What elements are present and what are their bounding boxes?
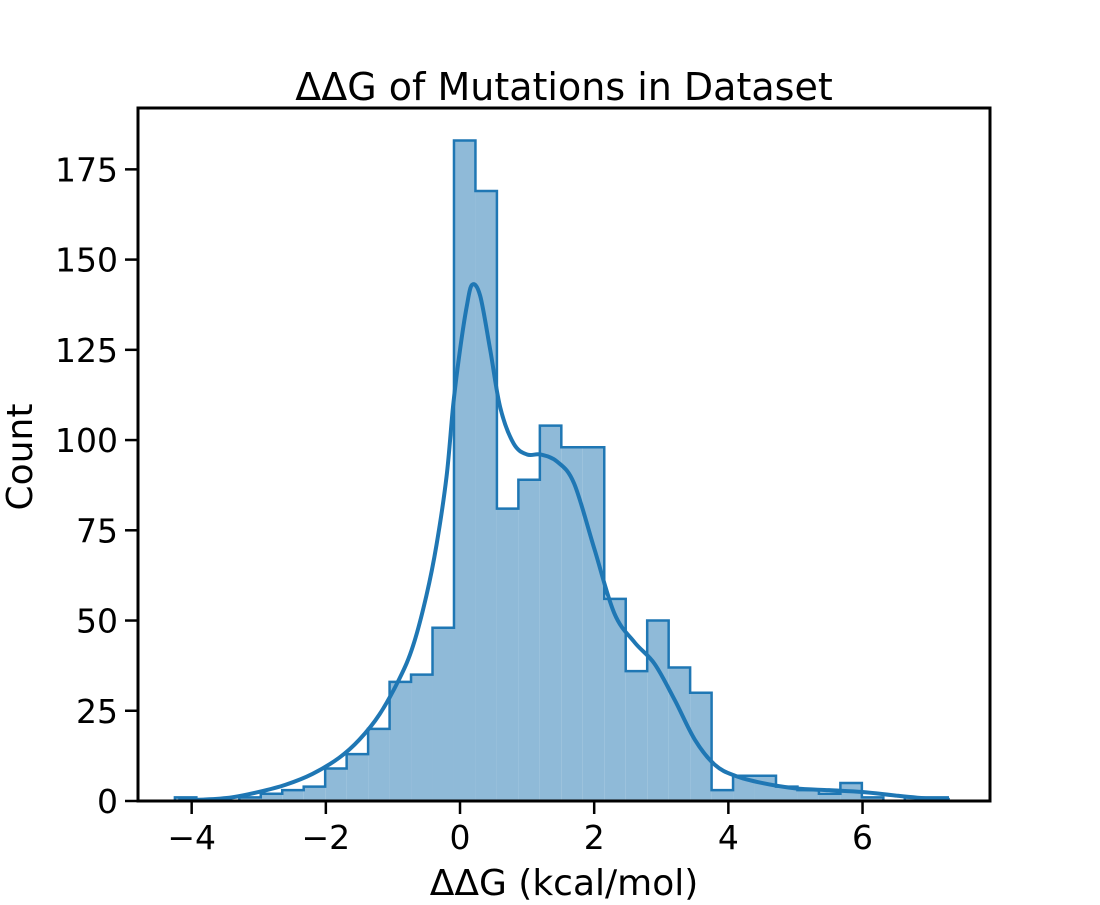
histogram-bar <box>539 425 562 801</box>
histogram-bar <box>797 790 819 801</box>
y-tick-label: 50 <box>76 602 118 641</box>
histogram-bar <box>496 508 519 801</box>
y-tick-label: 175 <box>55 150 118 189</box>
histogram-bar <box>818 793 841 801</box>
histogram-bar <box>282 790 304 801</box>
y-tick-label: 150 <box>55 241 118 280</box>
y-tick-label: 75 <box>76 511 118 550</box>
histogram-bar <box>625 671 648 801</box>
x-tick-label: −4 <box>167 818 216 857</box>
histogram-bar <box>775 786 798 801</box>
x-tick-label: −2 <box>302 818 351 857</box>
histogram-bar <box>346 754 369 801</box>
histogram-bar <box>647 620 669 801</box>
histogram-bar <box>561 447 583 801</box>
histogram-bar <box>260 793 283 801</box>
histogram-bar <box>432 627 454 801</box>
chart-title: ΔΔG of Mutations in Dataset <box>295 65 832 109</box>
y-tick-label: 100 <box>55 421 118 460</box>
y-tick-label: 125 <box>55 331 118 370</box>
y-axis-label: Count <box>0 404 41 511</box>
histogram-bar <box>239 797 261 801</box>
histogram-bars <box>173 139 949 803</box>
y-tick-label: 0 <box>97 782 118 821</box>
plot-frame <box>136 106 992 803</box>
histogram-bar <box>303 786 326 801</box>
histogram-bar <box>861 797 884 801</box>
histogram-bar <box>754 775 776 801</box>
x-tick-label: 0 <box>450 818 471 857</box>
histogram-bar <box>325 768 347 801</box>
y-tick-label: 25 <box>76 692 118 731</box>
histogram-bar <box>604 598 626 801</box>
histogram-bar <box>453 140 476 801</box>
histogram-bar <box>518 479 540 801</box>
x-tick-label: 6 <box>852 818 873 857</box>
x-tick-label: 2 <box>584 818 605 857</box>
histogram-outline <box>173 139 949 803</box>
x-axis-label: ΔΔG (kcal/mol) <box>430 863 699 900</box>
x-tick-label: 4 <box>718 818 739 857</box>
histogram-bar <box>368 728 390 801</box>
histogram-bar <box>475 191 497 801</box>
histogram-bar <box>582 447 605 801</box>
histogram-bar <box>668 667 691 801</box>
histogram-bar <box>411 674 433 801</box>
kde-curve <box>178 282 950 802</box>
histogram-bar <box>389 681 412 801</box>
y-axis-ticks: 0 25 50 75 100 125 150 175 <box>55 150 138 821</box>
x-axis-ticks: −4 −2 0 2 4 6 <box>167 801 873 857</box>
histogram-bar <box>711 790 734 801</box>
